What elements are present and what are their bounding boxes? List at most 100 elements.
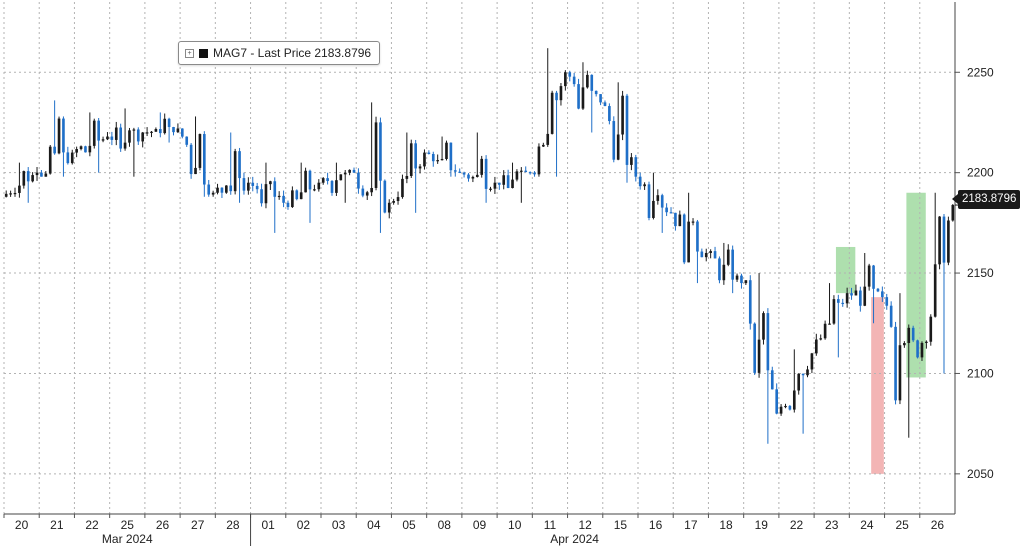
candle-body bbox=[612, 121, 616, 160]
x-tick-label: 03 bbox=[332, 518, 346, 532]
x-tick-label: 18 bbox=[719, 518, 733, 532]
candle-body bbox=[106, 136, 109, 140]
candle-body bbox=[62, 118, 65, 153]
candle-body bbox=[678, 214, 682, 227]
candle-body bbox=[88, 145, 92, 153]
candle-body bbox=[97, 120, 100, 141]
candle-body bbox=[370, 187, 373, 193]
candle-body bbox=[916, 340, 919, 358]
candle-body bbox=[555, 92, 558, 101]
candle-body bbox=[669, 212, 673, 214]
candle-body bbox=[784, 405, 787, 408]
expand-icon[interactable]: + bbox=[185, 48, 194, 58]
legend[interactable]: + MAG7 - Last Price 2183.8796 bbox=[178, 41, 381, 65]
candle-body bbox=[387, 202, 391, 213]
x-tick-label: 09 bbox=[473, 518, 487, 532]
x-tick-label: 02 bbox=[297, 518, 311, 532]
candle-body bbox=[502, 175, 506, 185]
candle-body bbox=[938, 216, 941, 265]
candle-body bbox=[31, 175, 34, 182]
candle-body bbox=[687, 221, 690, 263]
candle-body bbox=[740, 275, 743, 284]
candle-body bbox=[634, 157, 638, 177]
candle-body bbox=[810, 353, 814, 370]
candle-body bbox=[326, 178, 329, 182]
candle-body bbox=[167, 118, 171, 128]
candle-body bbox=[467, 174, 470, 179]
candle-body bbox=[511, 179, 514, 189]
x-tick-label: 23 bbox=[825, 518, 839, 532]
candle-body bbox=[374, 122, 378, 188]
candle-body bbox=[757, 339, 761, 373]
candle-body bbox=[9, 193, 12, 195]
candle-body bbox=[70, 152, 74, 164]
candle-body bbox=[726, 249, 730, 265]
candle-body bbox=[828, 323, 831, 325]
candle-body bbox=[947, 220, 950, 263]
candle-body bbox=[436, 160, 439, 162]
month-label: Mar 2024 bbox=[102, 532, 153, 546]
candle-body bbox=[537, 146, 541, 175]
candle-body bbox=[440, 158, 444, 161]
candle-body bbox=[255, 185, 259, 190]
candle-body bbox=[621, 95, 624, 135]
candle-body bbox=[700, 251, 704, 258]
candle-body bbox=[321, 178, 325, 183]
candle-body bbox=[546, 133, 550, 145]
candle-body bbox=[66, 152, 70, 164]
highlight-layer bbox=[835, 192, 926, 474]
candle-body bbox=[22, 171, 26, 186]
candle-body bbox=[427, 152, 431, 154]
candle-body bbox=[594, 90, 598, 95]
candle-body bbox=[718, 258, 721, 281]
candle-body bbox=[881, 291, 884, 298]
y-tick-label: 2100 bbox=[967, 366, 994, 380]
candle-body bbox=[682, 214, 686, 263]
legend-swatch bbox=[199, 48, 208, 58]
candle-body bbox=[920, 342, 924, 358]
candle-body bbox=[352, 169, 356, 173]
candle-body bbox=[770, 370, 774, 390]
candle-body bbox=[379, 122, 382, 181]
candle-body bbox=[445, 142, 448, 159]
candle-body bbox=[84, 146, 87, 153]
candle-body bbox=[308, 170, 312, 190]
candle-body bbox=[797, 373, 801, 391]
x-tick-label: 08 bbox=[438, 518, 452, 532]
x-tick-label: 11 bbox=[544, 518, 557, 532]
candle-body bbox=[189, 144, 193, 175]
candle-body bbox=[665, 207, 668, 213]
x-tick-label: 04 bbox=[367, 518, 381, 532]
candle-body bbox=[779, 406, 783, 414]
x-tick-label: 16 bbox=[649, 518, 663, 532]
candle-body bbox=[951, 205, 955, 221]
candle-body bbox=[418, 166, 422, 169]
candle-body bbox=[141, 132, 145, 142]
candle-body bbox=[449, 142, 453, 171]
candle-body bbox=[286, 202, 290, 208]
candle-body bbox=[660, 195, 664, 208]
x-tick-label: 22 bbox=[790, 518, 804, 532]
candle-body bbox=[365, 192, 369, 196]
candle-body bbox=[229, 185, 233, 192]
candle-body bbox=[559, 86, 563, 101]
candle-body bbox=[260, 189, 263, 204]
candle-body bbox=[542, 144, 545, 147]
candle-body bbox=[101, 139, 105, 141]
candle-body bbox=[801, 373, 805, 376]
candle-body bbox=[317, 182, 321, 190]
axes-layer: 2050 2100 2150 2200 2250 20 21 22 25 26 27 28 01 02 03… bbox=[3, 2, 994, 546]
x-tick-label: 01 bbox=[261, 518, 275, 532]
candle-body bbox=[854, 290, 858, 296]
candles-layer bbox=[4, 48, 955, 444]
candle-body bbox=[194, 167, 197, 175]
y-tick-label: 2250 bbox=[967, 65, 994, 79]
candle-body bbox=[863, 286, 867, 306]
x-tick-label: 26 bbox=[931, 518, 945, 532]
candle-body bbox=[313, 189, 316, 191]
candle-body bbox=[832, 299, 836, 324]
candle-body bbox=[207, 184, 211, 195]
candle-body bbox=[766, 313, 770, 371]
candle-body bbox=[497, 182, 501, 185]
candle-body bbox=[524, 170, 528, 173]
